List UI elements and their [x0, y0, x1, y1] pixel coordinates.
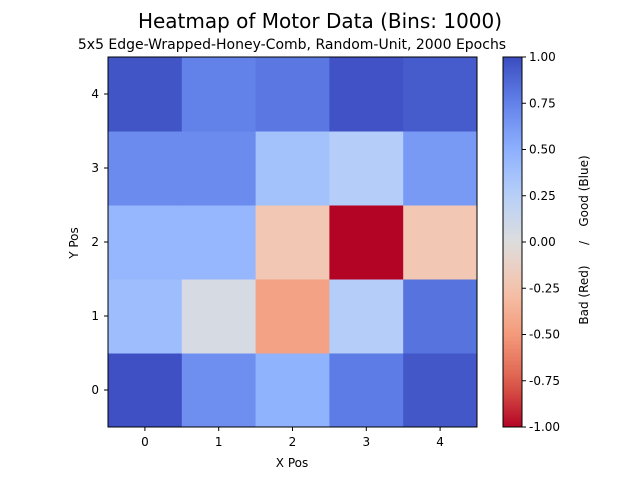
- colorbar-label: Bad (Red) / Good (Blue): [577, 155, 591, 324]
- y-tick-label: 1: [91, 309, 99, 323]
- heatmap-cell: [108, 131, 183, 206]
- heatmap-cell: [329, 131, 404, 206]
- colorbar-label-separator: /: [577, 240, 591, 245]
- heatmap-cell: [403, 279, 478, 354]
- heatmap-cell: [403, 205, 478, 280]
- heatmap-cell: [108, 353, 183, 428]
- heatmap-cell: [255, 57, 330, 132]
- chart-subtitle: 5x5 Edge-Wrapped-Honey-Comb, Random-Unit…: [78, 37, 506, 53]
- heatmap-cells: [108, 57, 478, 428]
- colorbar-tick-label: 0.00: [529, 235, 556, 249]
- heatmap-cell: [255, 353, 330, 428]
- heatmap-cell: [329, 279, 404, 354]
- y-axis-label: Y Pos: [67, 227, 81, 260]
- colorbar-tick-label: -0.25: [529, 281, 560, 295]
- heatmap-cell: [108, 279, 183, 354]
- colorbar-tick-label: -1.00: [529, 420, 560, 434]
- heatmap-cell: [181, 131, 257, 206]
- colorbar-label-good: Good (Blue): [577, 155, 591, 226]
- heatmap-cell: [108, 205, 183, 280]
- colorbar-tick-label: 0.25: [529, 189, 556, 203]
- x-tick-label: 4: [436, 435, 444, 449]
- colorbar-tick-label: -0.75: [529, 374, 560, 388]
- heatmap-cell: [108, 57, 183, 132]
- heatmap-cell: [255, 279, 330, 354]
- x-tick-label: 3: [362, 435, 370, 449]
- colorbar-tick-label: 1.00: [529, 50, 556, 64]
- x-tick-label: 2: [289, 435, 297, 449]
- heatmap-cell: [181, 57, 257, 132]
- colorbar-tick-label: 0.50: [529, 143, 556, 157]
- heatmap-cell: [329, 205, 404, 280]
- colorbar-ticks: -1.00 -0.75 -0.50 -0.25 0.00 0.25 0.50 0.75 1.00: [522, 50, 560, 434]
- colorbar-tick-label: -0.50: [529, 328, 560, 342]
- x-axis-ticks: 0 1 2 3 4: [141, 427, 444, 449]
- y-tick-label: 2: [91, 235, 99, 249]
- x-axis-label: X Pos: [276, 456, 308, 470]
- heatmap-cell: [329, 57, 404, 132]
- heatmap-cell: [181, 353, 257, 428]
- colorbar: [502, 56, 523, 428]
- y-tick-label: 3: [91, 161, 99, 175]
- colorbar-tick-label: 0.75: [529, 96, 556, 110]
- x-tick-label: 0: [141, 435, 149, 449]
- x-tick-label: 1: [215, 435, 223, 449]
- heatmap-cell: [181, 279, 257, 354]
- heatmap-cell: [403, 57, 478, 132]
- heatmap-cell: [255, 131, 330, 206]
- y-tick-label: 4: [91, 87, 99, 101]
- y-tick-label: 0: [91, 383, 99, 397]
- heatmap-cell: [403, 131, 478, 206]
- chart-title: Heatmap of Motor Data (Bins: 1000): [138, 9, 502, 33]
- y-axis-ticks: 0 1 2 3 4: [91, 87, 108, 397]
- colorbar-label-bad: Bad (Red): [577, 265, 591, 324]
- heatmap-cell: [255, 205, 330, 280]
- heatmap-cell: [329, 353, 404, 428]
- heatmap-cell: [181, 205, 257, 280]
- heatmap-cell: [403, 353, 478, 428]
